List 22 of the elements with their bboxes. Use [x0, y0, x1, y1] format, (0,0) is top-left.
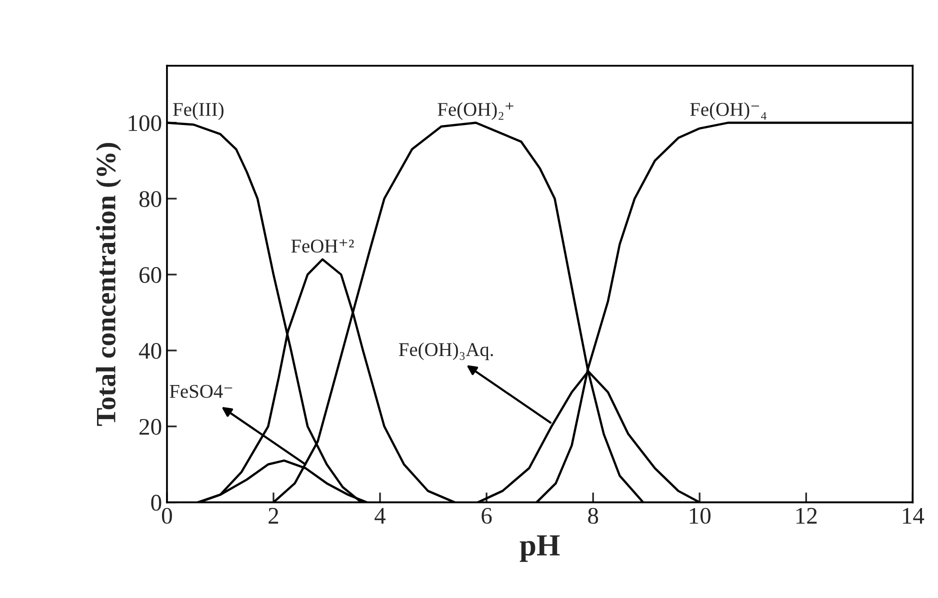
- x-axis-title: pH: [520, 535, 560, 562]
- x-tick-label: 0: [162, 508, 172, 524]
- x-tick-label: 8: [588, 508, 598, 524]
- x-tick-label: 10: [690, 508, 711, 524]
- y-tick-label: 0: [151, 494, 162, 511]
- series-label: FeOH⁺²: [291, 239, 354, 253]
- series-label: Fe(OH)₂⁺: [438, 102, 514, 120]
- x-tick-label: 12: [796, 508, 817, 524]
- series-label: Fe(III): [173, 102, 224, 120]
- y-tick-label: 60: [140, 267, 162, 283]
- series-label: Fe(OH)⁻₄: [690, 102, 766, 120]
- y-tick-label: 20: [140, 418, 162, 435]
- annotation: FeSO4⁻: [170, 384, 232, 398]
- x-tick-label: 6: [482, 508, 492, 524]
- x-tick-label: 14: [902, 508, 924, 524]
- x-tick-label: 2: [268, 508, 278, 524]
- y-tick-label: 80: [139, 191, 162, 208]
- x-tick-label: 4: [374, 508, 386, 524]
- y-tick-label: 100: [128, 115, 162, 132]
- y-axis-title: Total concentration (%): [96, 143, 122, 426]
- y-tick-label: 40: [138, 342, 162, 359]
- annotation: Fe(OH)₃Aq.: [398, 342, 493, 360]
